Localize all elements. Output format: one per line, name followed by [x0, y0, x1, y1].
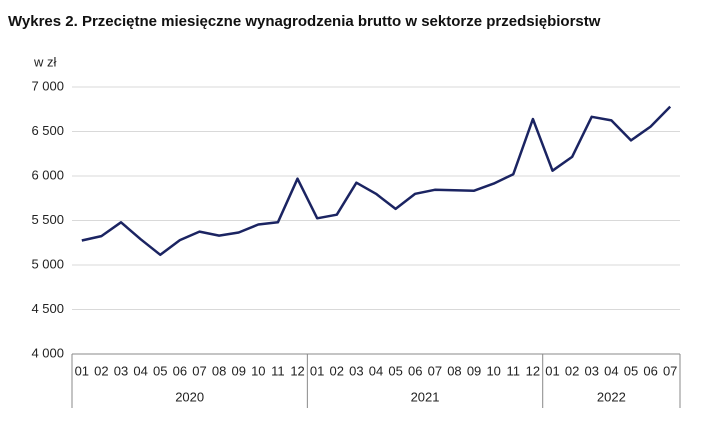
- x-tick-label: 01: [310, 363, 324, 378]
- x-tick-label: 08: [447, 363, 461, 378]
- x-tick-label: 10: [251, 363, 265, 378]
- x-tick-label: 11: [507, 363, 521, 378]
- group-label: 2021: [411, 389, 440, 404]
- x-tick-label: 06: [173, 363, 187, 378]
- y-tick-label: 5 000: [31, 256, 64, 271]
- x-tick-label: 01: [75, 363, 89, 378]
- y-tick-label: 4 500: [31, 301, 64, 316]
- x-tick-label: 07: [192, 363, 206, 378]
- x-tick-label: 12: [290, 363, 304, 378]
- y-tick-label: 4 000: [31, 345, 64, 360]
- x-tick-label: 04: [604, 363, 618, 378]
- x-tick-label: 03: [585, 363, 599, 378]
- x-tick-label: 05: [388, 363, 402, 378]
- y-tick-label: 6 000: [31, 167, 64, 182]
- x-tick-label: 10: [486, 363, 500, 378]
- x-tick-label: 12: [526, 363, 540, 378]
- group-label: 2020: [175, 389, 204, 404]
- x-tick-label: 05: [153, 363, 167, 378]
- x-tick-label: 01: [545, 363, 559, 378]
- x-tick-label: 03: [349, 363, 363, 378]
- x-tick-label: 04: [133, 363, 147, 378]
- x-tick-label: 03: [114, 363, 128, 378]
- group-label: 2022: [597, 389, 626, 404]
- x-tick-label: 08: [212, 363, 226, 378]
- x-tick-label: 06: [408, 363, 422, 378]
- y-tick-label: 7 000: [31, 78, 64, 93]
- y-tick-label: 6 500: [31, 123, 64, 138]
- chart-title: Wykres 2. Przeciętne miesięczne wynagrod…: [8, 13, 601, 30]
- x-tick-label: 05: [624, 363, 638, 378]
- x-tick-label: 07: [428, 363, 442, 378]
- x-tick-label: 02: [565, 363, 579, 378]
- x-tick-label: 09: [231, 363, 245, 378]
- x-tick-label: 09: [467, 363, 481, 378]
- x-tick-label: 07: [663, 363, 677, 378]
- y-tick-label: 5 500: [31, 212, 64, 227]
- y-axis-label: w zł: [33, 54, 57, 69]
- x-tick-label: 04: [369, 363, 383, 378]
- line: [81, 105, 672, 257]
- x-tick-label: 02: [94, 363, 108, 378]
- x-tick-label: 06: [643, 363, 657, 378]
- x-tick-label: 02: [330, 363, 344, 378]
- x-tick-label: 11: [271, 363, 285, 378]
